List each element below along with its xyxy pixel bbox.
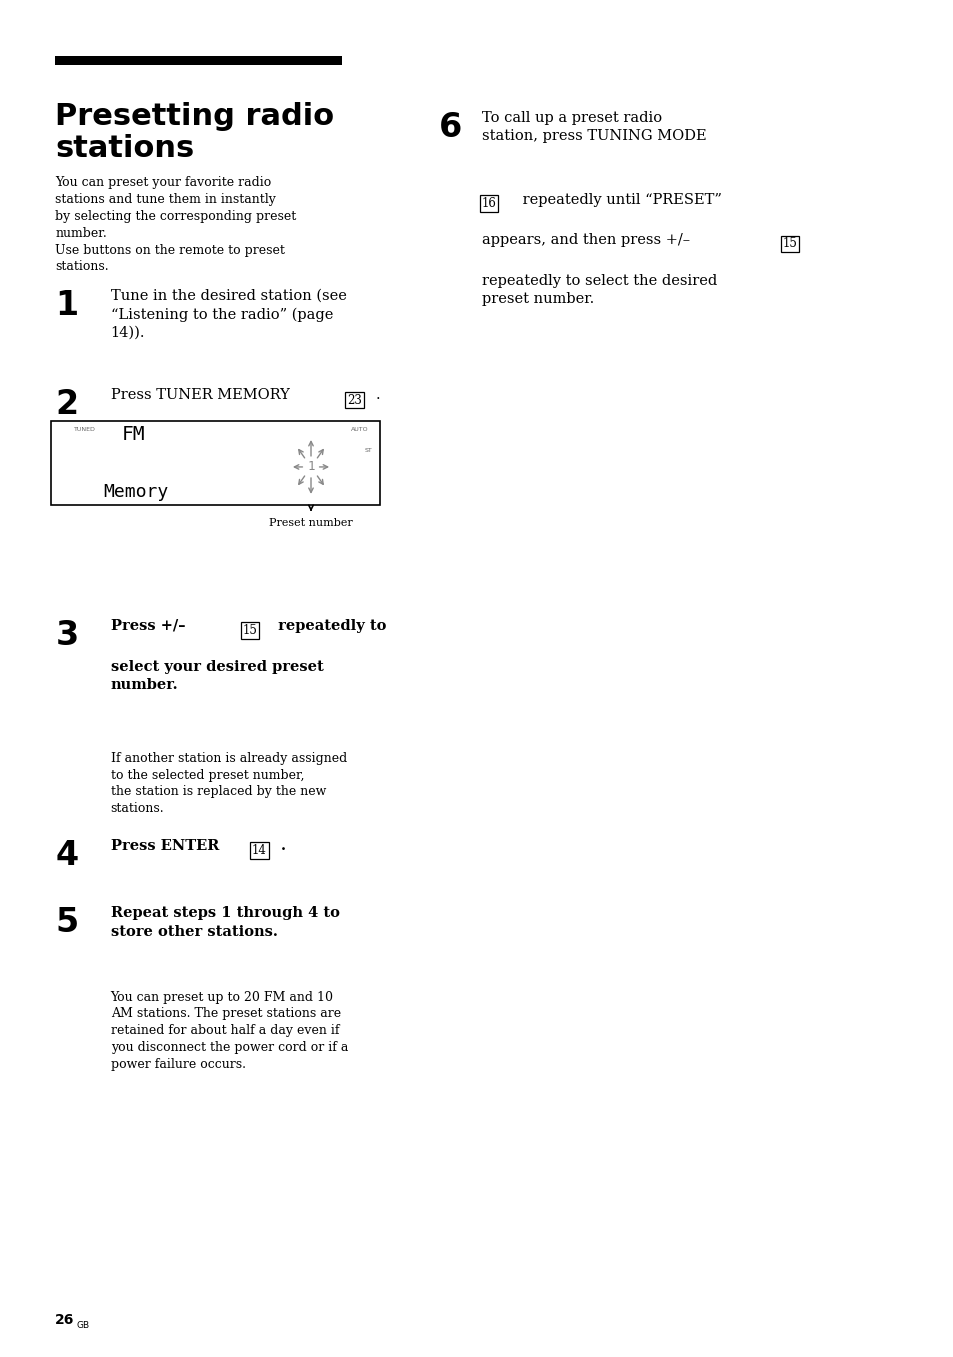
FancyBboxPatch shape: [55, 56, 341, 65]
Text: 4: 4: [55, 839, 78, 871]
Text: Memory: Memory: [103, 483, 168, 501]
Text: Preset number: Preset number: [269, 518, 353, 528]
Text: Press ENTER: Press ENTER: [111, 839, 219, 852]
Text: Press TUNER MEMORY: Press TUNER MEMORY: [111, 388, 290, 402]
Text: 1: 1: [307, 460, 314, 474]
Text: 5: 5: [55, 906, 78, 939]
Text: appears, and then press +/–: appears, and then press +/–: [481, 233, 694, 247]
Text: select your desired preset
number.: select your desired preset number.: [111, 660, 323, 692]
Text: 3: 3: [55, 619, 78, 651]
Text: If another station is already assigned
to the selected preset number,
the statio: If another station is already assigned t…: [111, 752, 347, 816]
Text: repeatedly until “PRESET”: repeatedly until “PRESET”: [517, 193, 721, 206]
Text: 6: 6: [438, 111, 461, 144]
Text: To call up a preset radio
station, press TUNING MODE: To call up a preset radio station, press…: [481, 111, 705, 144]
Text: Presetting radio
stations: Presetting radio stations: [55, 102, 335, 163]
Text: 15: 15: [242, 624, 257, 638]
Text: Press +/–: Press +/–: [111, 619, 190, 632]
Text: 15: 15: [781, 237, 797, 251]
Text: TUNED: TUNED: [74, 427, 96, 433]
Text: 16: 16: [481, 197, 497, 210]
Bar: [51, 421, 379, 505]
Text: .: .: [375, 388, 380, 402]
Text: repeatedly to: repeatedly to: [273, 619, 386, 632]
Text: Repeat steps 1 through 4 to
store other stations.: Repeat steps 1 through 4 to store other …: [111, 906, 339, 939]
Text: ST: ST: [364, 448, 372, 453]
Text: Tune in the desired station (see
“Listening to the radio” (page
14)).: Tune in the desired station (see “Listen…: [111, 289, 346, 341]
Text: AUTO: AUTO: [351, 427, 368, 433]
Text: You can preset your favorite radio
stations and tune them in instantly
by select: You can preset your favorite radio stati…: [55, 176, 296, 273]
Text: repeatedly to select the desired
preset number.: repeatedly to select the desired preset …: [481, 274, 717, 307]
Text: 26: 26: [55, 1314, 74, 1327]
Text: 2: 2: [55, 388, 78, 421]
Text: GB: GB: [76, 1320, 90, 1330]
Text: 23: 23: [347, 394, 362, 407]
Text: FM: FM: [122, 425, 146, 444]
Text: You can preset up to 20 FM and 10
AM stations. The preset stations are
retained : You can preset up to 20 FM and 10 AM sta…: [111, 991, 348, 1071]
Text: 14: 14: [252, 844, 267, 858]
Text: 1: 1: [55, 289, 78, 322]
Text: .: .: [280, 839, 285, 852]
